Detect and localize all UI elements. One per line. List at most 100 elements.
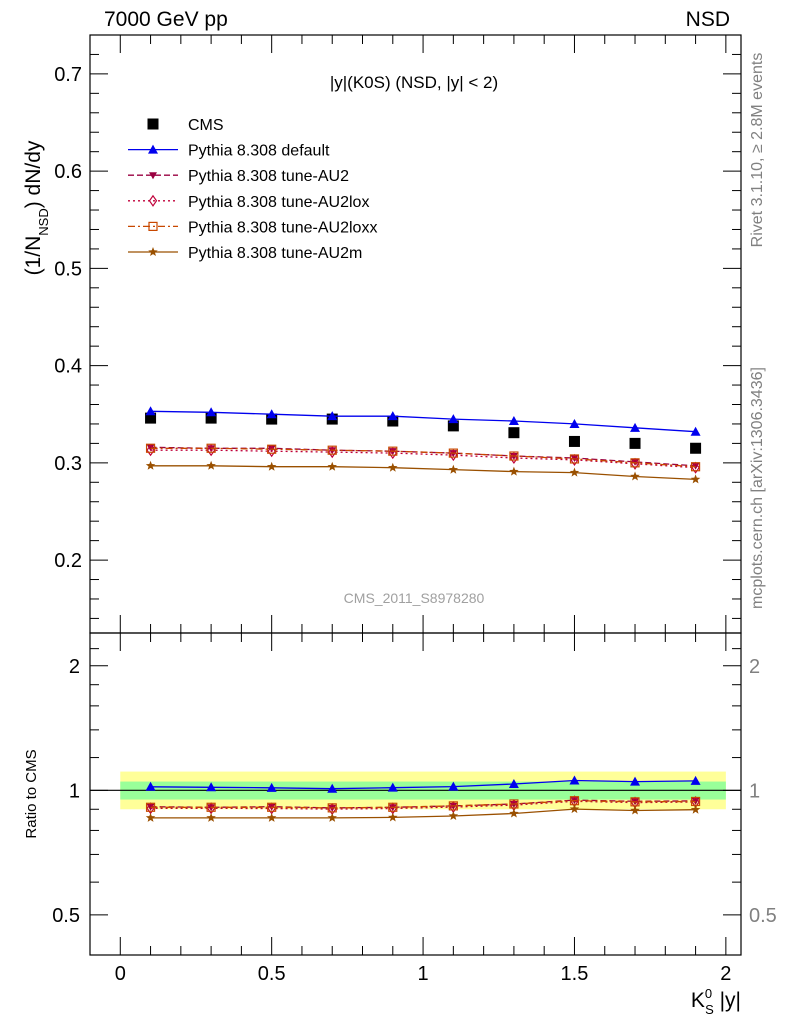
- data-point: [387, 411, 398, 421]
- data-point: [508, 416, 519, 426]
- y-axis-label: (1/NNSD) dN/dy: [22, 140, 51, 275]
- data-point: [448, 448, 458, 458]
- ratio-point: [509, 808, 519, 818]
- ratio-point: [630, 805, 640, 815]
- legend-label: Pythia 8.308 tune-AU2loxx: [188, 219, 377, 236]
- data-point: [448, 464, 459, 474]
- ratio-line: [150, 808, 696, 819]
- legend-entry: Pythia 8.308 tune-AU2loxx: [128, 219, 377, 236]
- ratio-point: [690, 804, 701, 814]
- series-line: [150, 449, 696, 469]
- data-point: [630, 422, 641, 432]
- data-point: [568, 435, 580, 447]
- marker-star: [148, 247, 158, 257]
- plot-title: |y|(K0S) (NSD, |y| < 2): [330, 73, 498, 92]
- ratio-point: [569, 775, 580, 785]
- data-point: [266, 413, 278, 425]
- ratio-y-tick-label: 2: [69, 656, 80, 678]
- watermark: CMS_2011_S8978280: [344, 590, 485, 606]
- ratio-point: [327, 803, 337, 813]
- y-tick-label: 0.4: [54, 356, 82, 378]
- ratio-line: [150, 779, 696, 790]
- data-point: [509, 466, 519, 476]
- ratio-point: [508, 778, 519, 788]
- data-point: [146, 444, 155, 452]
- x-tick-label: 0: [115, 963, 126, 985]
- ratio-y-tick-label-right: 1: [749, 780, 760, 802]
- data-point: [630, 471, 640, 481]
- x-tick-label: 1.5: [561, 963, 589, 985]
- legend-label: CMS: [188, 117, 224, 134]
- data-point: [690, 474, 701, 484]
- ratio-point: [327, 783, 338, 793]
- data-point: [569, 454, 580, 464]
- series-line: [150, 447, 696, 468]
- ratio-point: [145, 802, 156, 812]
- ratio-y-tick-label-right: 2: [749, 656, 760, 678]
- data-point: [145, 460, 156, 470]
- ratio-series-4: [145, 804, 701, 822]
- marker-open-square: [148, 221, 158, 231]
- data-point: [387, 415, 399, 427]
- y-tick-label: 0.3: [54, 453, 82, 475]
- data-point: [206, 443, 216, 453]
- x-tick-label: 1: [418, 963, 429, 985]
- ratio-point: [388, 812, 398, 822]
- ratio-frame: [89, 632, 742, 956]
- ratio-point: [266, 812, 277, 822]
- ratio-point: [448, 810, 459, 821]
- ratio-point: [206, 812, 216, 822]
- data-point: [145, 412, 157, 424]
- data-point: [145, 443, 156, 453]
- series-5: [145, 460, 701, 484]
- y-tick-label: 0.7: [54, 64, 82, 86]
- ratio-y-tick-label-right: 0.5: [749, 905, 777, 927]
- x-tick-label: 2: [720, 963, 731, 985]
- marker-square: [147, 118, 159, 130]
- ratio-point: [206, 782, 217, 792]
- x-tick-label: 0.5: [258, 963, 286, 985]
- series-1: [145, 406, 701, 436]
- data-point: [327, 411, 338, 421]
- legend-entry: Pythia 8.308 tune-AU2lox: [128, 194, 369, 211]
- x-axis-label: K0 S |y|: [691, 986, 741, 1017]
- ratio-point: [448, 801, 458, 811]
- data-point: [448, 414, 459, 424]
- data-point: [508, 427, 520, 439]
- data-point: [266, 409, 277, 419]
- ratio-line: [150, 800, 696, 810]
- process-label: NSD: [685, 8, 730, 31]
- series-0: [145, 412, 702, 454]
- data-point: [327, 461, 337, 471]
- series-4: [145, 443, 701, 472]
- data-point: [388, 462, 398, 472]
- legend-label: Pythia 8.308 tune-AU2lox: [188, 194, 369, 211]
- data-point: [206, 407, 217, 417]
- ratio-point: [448, 781, 459, 791]
- mcplots-label: mcplots.cern.ch [arXiv:1306.3436]: [749, 367, 766, 609]
- legend-entry: CMS: [147, 117, 224, 134]
- ratio-point: [145, 812, 156, 822]
- legend-entry: Pythia 8.308 default: [128, 143, 330, 160]
- data-point: [569, 467, 580, 477]
- legend-label: Pythia 8.308 tune-AU2m: [188, 245, 362, 262]
- legend-label: Pythia 8.308 tune-AU2: [188, 168, 349, 185]
- ratio-point: [690, 775, 701, 785]
- data-point: [266, 461, 277, 471]
- y-tick-label: 0.6: [54, 161, 82, 183]
- data-point: [267, 444, 277, 454]
- ratio-point: [509, 799, 519, 809]
- marker-triangle-up: [148, 144, 158, 154]
- ratio-point: [266, 782, 277, 792]
- ratio-y-tick-label: 1: [69, 780, 80, 802]
- legend-label: Pythia 8.308 default: [188, 143, 330, 160]
- rivet-label: Rivet 3.1.10, ≥ 2.8M events: [749, 53, 766, 248]
- data-point: [509, 451, 519, 461]
- data-point: [327, 445, 337, 455]
- ratio-point: [630, 776, 641, 786]
- ratio-point: [569, 804, 580, 814]
- ratio-point: [206, 802, 216, 812]
- data-point: [690, 442, 702, 454]
- marker-open-diamond: [148, 194, 158, 207]
